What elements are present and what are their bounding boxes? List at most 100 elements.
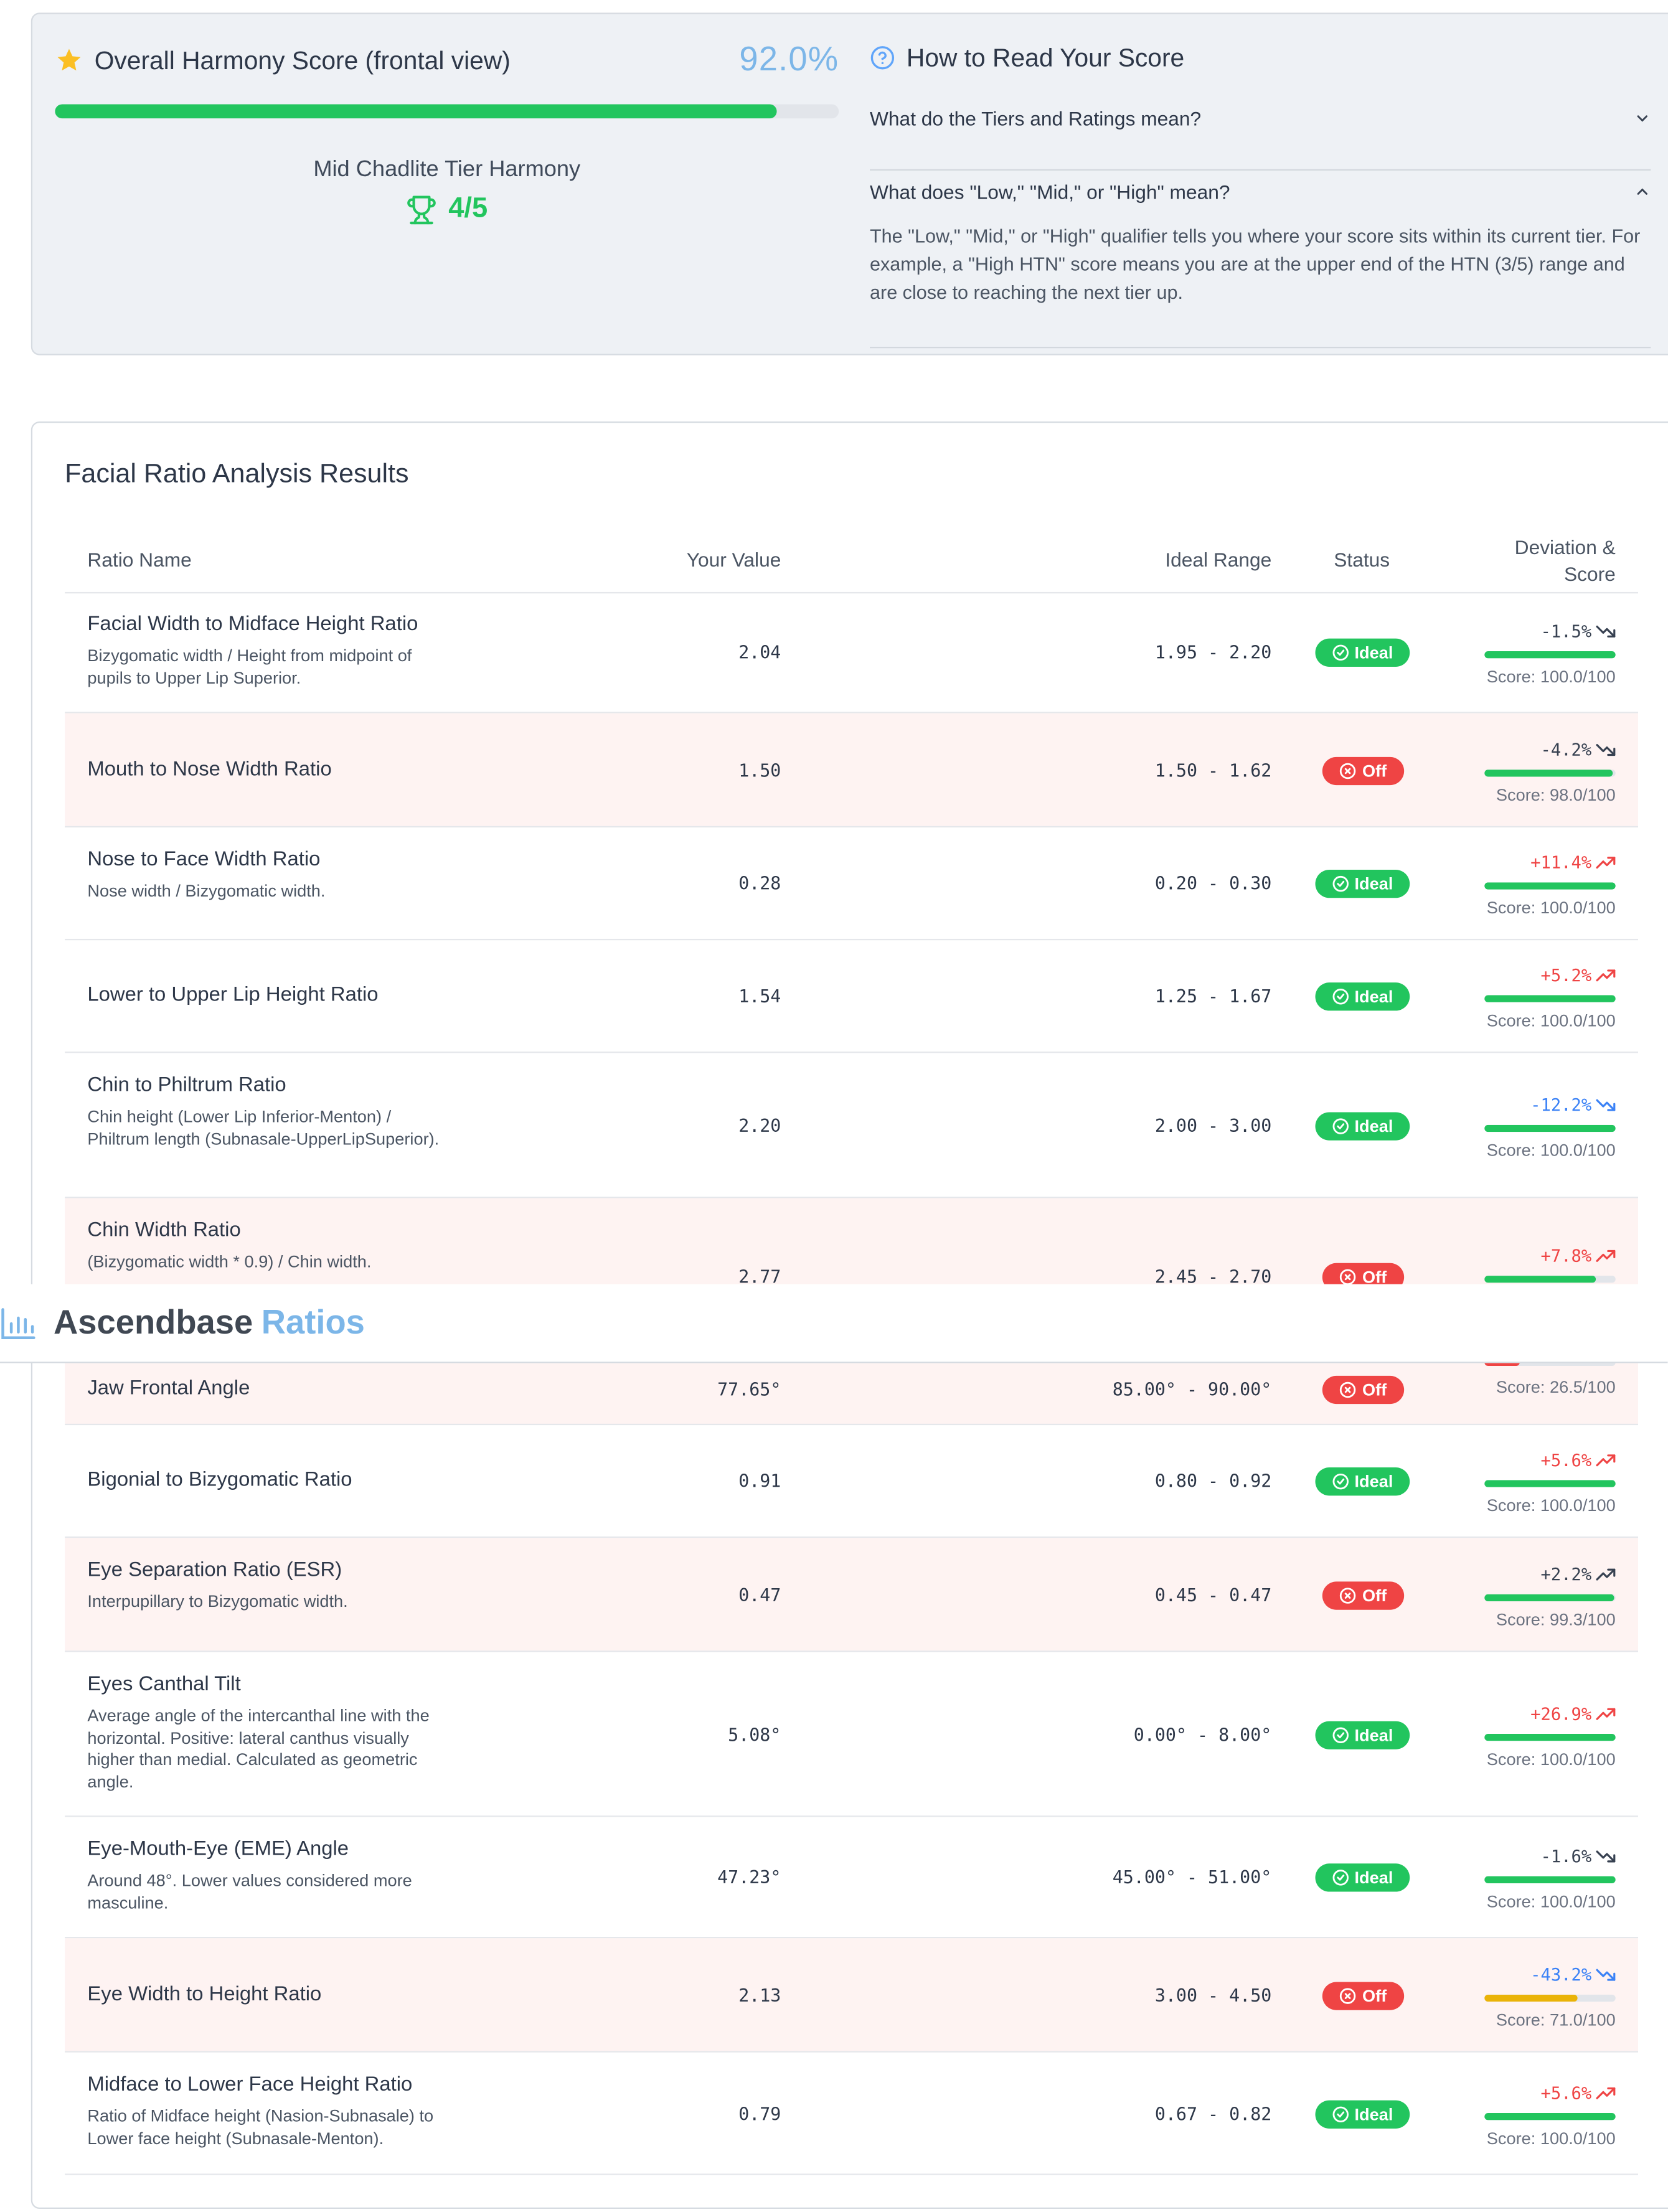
ratio-name: Eyes Canthal Tilt <box>87 1673 241 1696</box>
table-row: Bigonial to Bizygomatic Ratio 0.91 0.80 - … <box>65 1425 1639 1538</box>
tier-label: Mid Chadlite Tier Harmony <box>313 158 581 182</box>
deviation-value: +26.9% <box>1530 1703 1592 1723</box>
star-icon <box>57 49 81 71</box>
score-bar <box>1484 769 1616 776</box>
ratio-name: Bigonial to Bizygomatic Ratio <box>87 1469 352 1492</box>
x-circle-icon <box>1340 1381 1357 1398</box>
ratio-description: (Bizygomatic width * 0.9) / Chin width. <box>87 1251 372 1272</box>
ideal-range: 0.20 - 0.30 <box>1154 872 1272 894</box>
harmony-percent: 92.0% <box>739 40 839 79</box>
tier-score: 4/5 <box>55 193 839 225</box>
score-text: Score: 26.5/100 <box>1496 1377 1616 1397</box>
trend-up-icon <box>1596 1568 1616 1580</box>
ratio-description: Interpupillary to Bizygomatic width. <box>87 1591 348 1611</box>
ratio-description: Nose width / Bizygomatic width. <box>87 881 326 901</box>
score-bar-fill <box>1484 1593 1615 1601</box>
deviation-value: +11.4% <box>1530 852 1592 873</box>
deviation-value: +5.6% <box>1540 2083 1592 2103</box>
trend-down-icon <box>1596 625 1616 638</box>
brand-bar: Ascendbase Ratios <box>0 1284 1668 1363</box>
brand-name: Ascendbase <box>54 1303 253 1342</box>
score-text: Score: 100.0/100 <box>1486 666 1616 687</box>
score-text: Score: 100.0/100 <box>1486 1495 1616 1516</box>
status-label: Off <box>1362 1380 1387 1400</box>
table-row: Lower to Upper Lip Height Ratio 1.54 1.25 … <box>65 940 1639 1053</box>
score-text: Score: 98.0/100 <box>1496 784 1616 804</box>
harmony-title: Overall Harmony Score (frontal view) <box>94 45 511 74</box>
trend-down-icon <box>1596 1098 1616 1111</box>
check-circle-icon <box>1332 2106 1349 2122</box>
status-badge: Off <box>1322 1375 1405 1405</box>
deviation: +7.8% <box>1474 1245 1616 1265</box>
score-bar <box>1484 1274 1616 1282</box>
score-bar <box>1484 1593 1616 1601</box>
x-circle-icon <box>1340 1987 1357 2003</box>
ratio-name: Eye Width to Height Ratio <box>87 1982 322 2005</box>
your-value: 0.79 <box>738 2102 781 2124</box>
deviation-value: -1.6% <box>1540 1847 1592 1866</box>
status-badge: Off <box>1322 756 1405 785</box>
ratio-name: Mouth to Nose Width Ratio <box>87 758 332 781</box>
score-text: Score: 100.0/100 <box>1486 1748 1616 1769</box>
status-label: Ideal <box>1354 873 1393 894</box>
ratio-name-cell: Mouth to Nose Width Ratio <box>87 758 454 780</box>
score-bar <box>1484 1733 1616 1741</box>
ideal-range: 2.45 - 2.70 <box>1154 1265 1272 1287</box>
deviation: +5.6% <box>1474 1451 1616 1471</box>
deviation: -1.5% <box>1474 622 1616 641</box>
score-bar <box>1484 882 1616 890</box>
ratio-name-cell: Eye Width to Height Ratio <box>87 1983 454 2005</box>
check-circle-icon <box>1332 989 1349 1005</box>
deviation-value: +2.2% <box>1540 1564 1592 1584</box>
x-circle-icon <box>1340 1268 1357 1284</box>
status-label: Ideal <box>1354 2104 1393 2124</box>
table-row: Facial Width to Midface Height Ratio Bizy… <box>65 592 1639 713</box>
accordion-tiers[interactable]: What do the Tiers and Ratings mean? <box>870 107 1651 171</box>
ratio-name: Eye-Mouth-Eye (EME) Angle <box>87 1838 349 1861</box>
score-bar-fill <box>1484 1480 1616 1487</box>
score-bar-fill <box>1484 651 1616 659</box>
score-text: Score: 100.0/100 <box>1486 1139 1616 1160</box>
table-row: Eye Width to Height Ratio 2.13 3.00 - 4.50… <box>65 1938 1639 2053</box>
ratio-name: Lower to Upper Lip Height Ratio <box>87 984 379 1007</box>
status-label: Off <box>1362 1985 1387 2005</box>
check-circle-icon <box>1332 1726 1349 1743</box>
ratio-name-cell: Eye-Mouth-Eye (EME) Angle Around 48°. Low… <box>87 1838 454 1914</box>
score-bar <box>1484 651 1616 659</box>
trend-down-icon <box>1596 1968 1616 1980</box>
ratio-description: Around 48°. Lower values considered more… <box>87 1870 412 1913</box>
accordion-tiers-question: What do the Tiers and Ratings mean? <box>870 107 1202 130</box>
ideal-range: 3.00 - 4.50 <box>1154 1984 1272 2005</box>
ideal-range: 85.00° - 90.00° <box>1112 1378 1272 1400</box>
your-value: 77.65° <box>717 1378 781 1400</box>
ideal-range: 0.00° - 8.00° <box>1133 1723 1272 1744</box>
accordion-low-mid-high[interactable]: What does "Low," "Mid," or "High" mean? … <box>870 181 1651 349</box>
ideal-range: 0.80 - 0.92 <box>1154 1470 1272 1492</box>
table-row: Midface to Lower Face Height Ratio Ratio … <box>65 2053 1639 2175</box>
ratio-table: Ratio Name Your Value Ideal Range Status… <box>65 522 1639 2175</box>
status-label: Off <box>1362 760 1387 781</box>
your-value: 2.77 <box>738 1265 781 1287</box>
score-bar <box>1484 1480 1616 1487</box>
your-value: 1.54 <box>738 985 781 1007</box>
accordion-low-mid-high-answer: The "Low," "Mid," or "High" qualifier te… <box>870 225 1641 303</box>
x-circle-icon <box>1340 762 1357 779</box>
harmony-progress-bar <box>55 104 839 119</box>
deviation: +26.9% <box>1474 1703 1616 1723</box>
your-value: 2.20 <box>738 1114 781 1136</box>
ratio-name-cell: Bigonial to Bizygomatic Ratio <box>87 1469 454 1491</box>
ratio-name-cell: Eyes Canthal Tilt Average angle of the in… <box>87 1673 454 1793</box>
deviation: -4.2% <box>1474 740 1616 759</box>
deviation-value: +5.2% <box>1540 965 1592 986</box>
deviation: +11.4% <box>1474 852 1616 873</box>
score-text: Score: 99.3/100 <box>1496 1609 1616 1629</box>
status-label: Ideal <box>1354 1116 1393 1136</box>
score-bar <box>1484 1993 1616 2002</box>
table-row: Chin to Philtrum Ratio Chin height (Lower… <box>65 1053 1639 1198</box>
your-value: 0.91 <box>738 1470 781 1492</box>
ratio-name-cell: Facial Width to Midface Height Ratio Bizy… <box>87 613 454 689</box>
trend-up-icon <box>1596 1454 1616 1467</box>
tier-score-value: 4/5 <box>448 193 488 225</box>
ratio-name: Chin to Philtrum Ratio <box>87 1074 286 1097</box>
your-value: 47.23° <box>717 1866 781 1888</box>
